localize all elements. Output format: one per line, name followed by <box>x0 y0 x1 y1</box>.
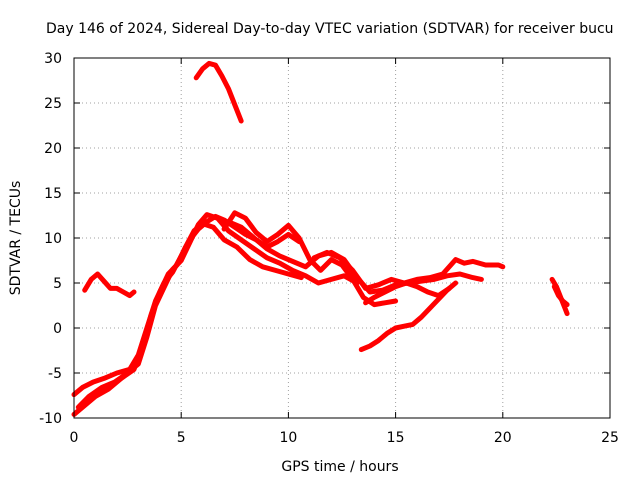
x-tick-labels: 0 5 10 15 20 25 <box>70 430 619 446</box>
x-tick-label: 15 <box>387 430 405 446</box>
axis-ticks <box>73 57 611 419</box>
x-axis-label: GPS time / hours <box>281 459 398 475</box>
x-tick-label: 25 <box>601 430 619 446</box>
y-tick-labels: -10 -5 0 5 10 15 20 25 30 <box>39 51 62 427</box>
y-tick-label: 5 <box>53 276 62 292</box>
y-tick-label: 30 <box>44 51 62 67</box>
y-tick-label: 0 <box>53 321 62 337</box>
data-series-layer <box>71 60 570 417</box>
x-tick-label: 20 <box>494 430 512 446</box>
y-tick-label: 10 <box>44 231 62 247</box>
x-tick-label: 5 <box>177 430 186 446</box>
series-arc-l <box>551 284 570 308</box>
y-tick-label: 20 <box>44 141 62 157</box>
series-arc-f <box>311 249 506 291</box>
y-tick-label: -5 <box>48 366 62 382</box>
series-arc-b <box>75 212 360 410</box>
chart-title: Day 146 of 2024, Sidereal Day-to-day VTE… <box>46 21 614 37</box>
series-arc-g <box>358 280 459 353</box>
series-arc-h <box>363 280 452 306</box>
x-tick-label: 10 <box>279 430 297 446</box>
series-arc-i <box>82 271 137 299</box>
x-tick-label: 0 <box>70 430 79 446</box>
y-tick-label: 15 <box>44 186 62 202</box>
series-arc-j <box>193 60 244 124</box>
y-tick-label: 25 <box>44 96 62 112</box>
grid <box>74 58 610 418</box>
y-tick-label: -10 <box>39 411 62 427</box>
y-axis-label: SDTVAR / TECUs <box>8 181 24 296</box>
